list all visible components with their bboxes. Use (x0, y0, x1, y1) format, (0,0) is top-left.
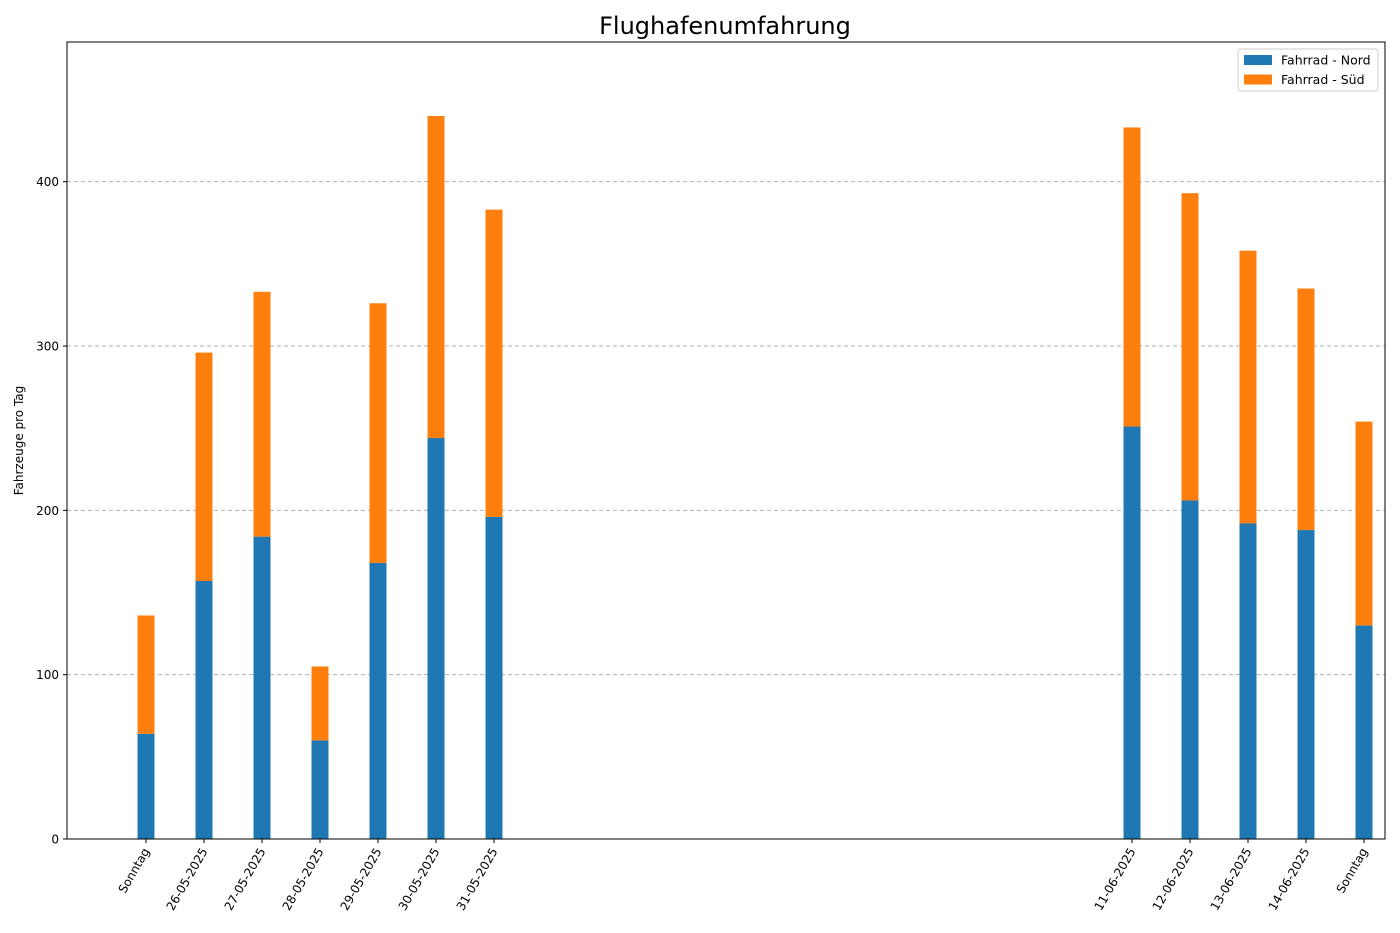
y-tick-label: 400 (36, 175, 59, 189)
bar-segment-nord (1239, 523, 1257, 839)
legend-box (1237, 48, 1379, 92)
bar-segment-sued (369, 303, 387, 563)
bar-segment-sued (427, 115, 445, 439)
x-tick-label: 12-06-2025 (1150, 846, 1197, 913)
bars (137, 115, 1373, 839)
x-tick-label: 11-06-2025 (1092, 846, 1139, 913)
x-tick-label: 13-06-2025 (1208, 846, 1255, 913)
bar-segment-nord (195, 581, 213, 839)
y-tick-label: 300 (36, 340, 59, 354)
chart-title: Flughafenumfahrung (599, 12, 851, 40)
y-tick-label: 200 (36, 504, 59, 518)
bar-segment-sued (311, 666, 329, 741)
bar-segment-nord (253, 536, 271, 839)
bar-segment-nord (485, 516, 503, 839)
x-tick-label: 27-05-2025 (222, 846, 269, 913)
bar-segment-sued (1123, 127, 1141, 427)
x-tick-label: 28-05-2025 (280, 846, 327, 913)
bar-segment-nord (369, 562, 387, 839)
plot-area-frame (66, 41, 1386, 840)
x-tick-label: Sonntag (1334, 846, 1371, 896)
bar-segment-nord (427, 438, 445, 839)
bar-segment-sued (1181, 193, 1199, 501)
y-axis: 0 100 200 300 400 (36, 175, 67, 847)
bar-segment-sued (253, 291, 271, 537)
y-tick-label: 100 (36, 668, 59, 682)
bar-segment-nord (137, 733, 155, 839)
legend-label-fahrrad-sued: Fahrrad - Süd (1281, 72, 1365, 87)
bar-segment-sued (1355, 421, 1373, 626)
bar-segment-nord (311, 740, 329, 839)
x-tick-label: 30-05-2025 (396, 846, 443, 913)
y-tick-label: 0 (51, 833, 59, 847)
legend: Fahrrad - Nord Fahrrad - Süd (1237, 48, 1379, 92)
legend-label-fahrrad-nord: Fahrrad - Nord (1281, 53, 1371, 68)
bar-segment-sued (195, 352, 213, 582)
bar-segment-sued (137, 615, 155, 734)
x-tick-label: 31-05-2025 (454, 846, 501, 913)
legend-swatch-fahrrad-nord (1244, 55, 1272, 65)
bar-segment-nord (1355, 625, 1373, 839)
bar-segment-nord (1181, 500, 1199, 839)
x-tick-label: 26-05-2025 (164, 846, 211, 913)
x-axis: Sonntag 26-05-2025 27-05-2025 28-05-2025 29-… (116, 839, 1371, 913)
bar-segment-sued (1239, 250, 1257, 524)
bar-segment-nord (1297, 530, 1315, 839)
x-tick-label: 29-05-2025 (338, 846, 385, 913)
bar-segment-sued (1297, 288, 1315, 531)
x-tick-label: Sonntag (116, 846, 153, 896)
bar-segment-nord (1123, 426, 1141, 839)
legend-swatch-fahrrad-sued (1244, 74, 1272, 85)
x-tick-label: 14-06-2025 (1266, 846, 1313, 913)
y-axis-label: Fahrzeuge pro Tag (12, 386, 26, 496)
grid-lines (67, 181, 1385, 676)
bar-segment-sued (485, 209, 503, 517)
